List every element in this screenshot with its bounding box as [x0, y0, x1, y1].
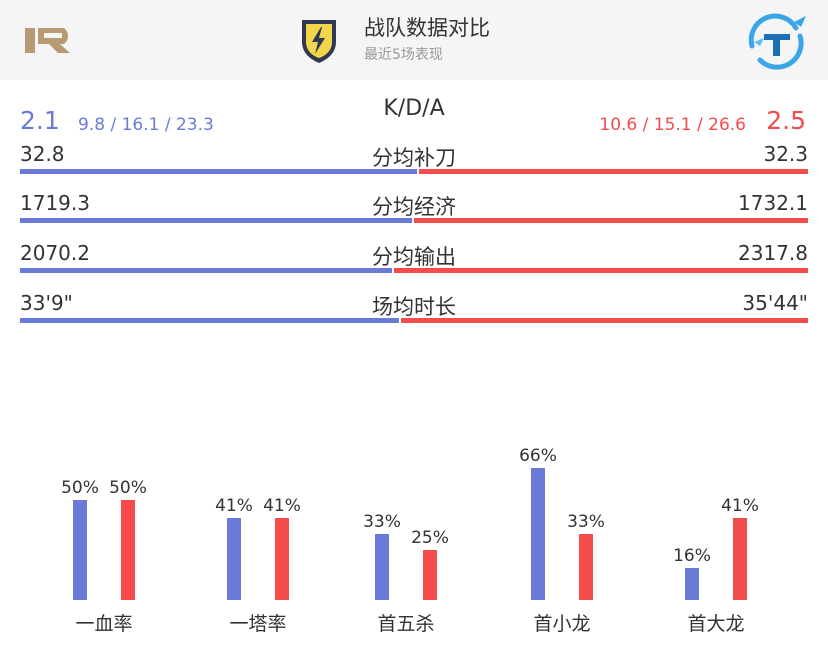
bar-left-2	[375, 534, 389, 600]
bar-value-label: 66%	[519, 446, 557, 466]
right-kda-detail: 10.6 / 15.1 / 26.6	[599, 115, 746, 135]
stat-row-last-hits: 32.8 分均补刀 32.3	[20, 142, 808, 182]
left-bar	[20, 318, 399, 323]
stat-label: 场均时长	[372, 295, 456, 319]
stat-label: 分均输出	[372, 245, 456, 269]
bar-right-1	[275, 518, 289, 600]
left-bar	[20, 218, 412, 223]
left-value: 1719.3	[20, 191, 90, 215]
bar-left-4	[685, 568, 699, 600]
bar-left-1	[227, 518, 241, 600]
bar-value-label: 50%	[109, 478, 147, 498]
bar-value-label: 41%	[215, 496, 253, 516]
bar-right-4	[733, 518, 747, 600]
right-bar	[401, 318, 808, 323]
page-title: 战队数据对比	[364, 16, 490, 40]
left-bar	[20, 169, 417, 174]
stat-row-gold: 1719.3 分均经济 1732.1	[20, 191, 808, 231]
bar-value-label: 41%	[721, 496, 759, 516]
stat-label: 分均经济	[372, 195, 456, 219]
lightning-shield-icon	[302, 20, 336, 63]
bar-value-label: 50%	[61, 478, 99, 498]
left-kda-ratio: 2.1	[20, 106, 60, 135]
bar-left-3	[531, 468, 545, 600]
bar-value-label: 33%	[567, 512, 605, 532]
right-bar	[419, 169, 808, 174]
rng-logo-icon	[25, 28, 70, 53]
objective-rate-chart: 50% 50% 一血率 41% 41% 一塔率 33% 25% 首五杀 66% 33% 首小龙 16% 4…	[61, 446, 759, 635]
right-value: 32.3	[763, 142, 808, 166]
category-label: 首小龙	[533, 613, 590, 635]
stat-row-duration: 33'9" 场均时长 35'44"	[20, 291, 808, 331]
stat-label: 分均补刀	[372, 146, 456, 170]
left-value: 33'9"	[20, 291, 73, 315]
bar-value-label: 33%	[363, 512, 401, 532]
left-bar	[20, 268, 392, 273]
bar-value-label: 25%	[411, 528, 449, 548]
right-bar	[414, 218, 808, 223]
team-t-logo-icon	[748, 13, 806, 70]
bar-value-label: 16%	[673, 546, 711, 566]
bar-right-3	[579, 534, 593, 600]
right-value: 35'44"	[742, 291, 808, 315]
right-bar	[394, 268, 808, 273]
left-kda-detail: 9.8 / 16.1 / 23.3	[78, 115, 214, 135]
stat-row-damage: 2070.2 分均输出 2317.8	[20, 241, 808, 281]
right-value: 2317.8	[738, 241, 808, 265]
category-label: 一塔率	[229, 613, 286, 635]
left-value: 2070.2	[20, 241, 90, 265]
bar-value-label: 41%	[263, 496, 301, 516]
kda-label: K/D/A	[383, 96, 445, 121]
bar-left-0	[73, 500, 87, 600]
right-kda-ratio: 2.5	[766, 106, 806, 135]
right-value: 1732.1	[738, 191, 808, 215]
header: 战队数据对比 最近5场表现	[0, 0, 828, 80]
bar-right-0	[121, 500, 135, 600]
category-label: 首大龙	[687, 613, 744, 635]
category-label: 一血率	[75, 613, 132, 635]
bar-right-2	[423, 550, 437, 600]
category-label: 首五杀	[377, 613, 434, 635]
left-value: 32.8	[20, 142, 65, 166]
page-subtitle: 最近5场表现	[364, 47, 443, 63]
